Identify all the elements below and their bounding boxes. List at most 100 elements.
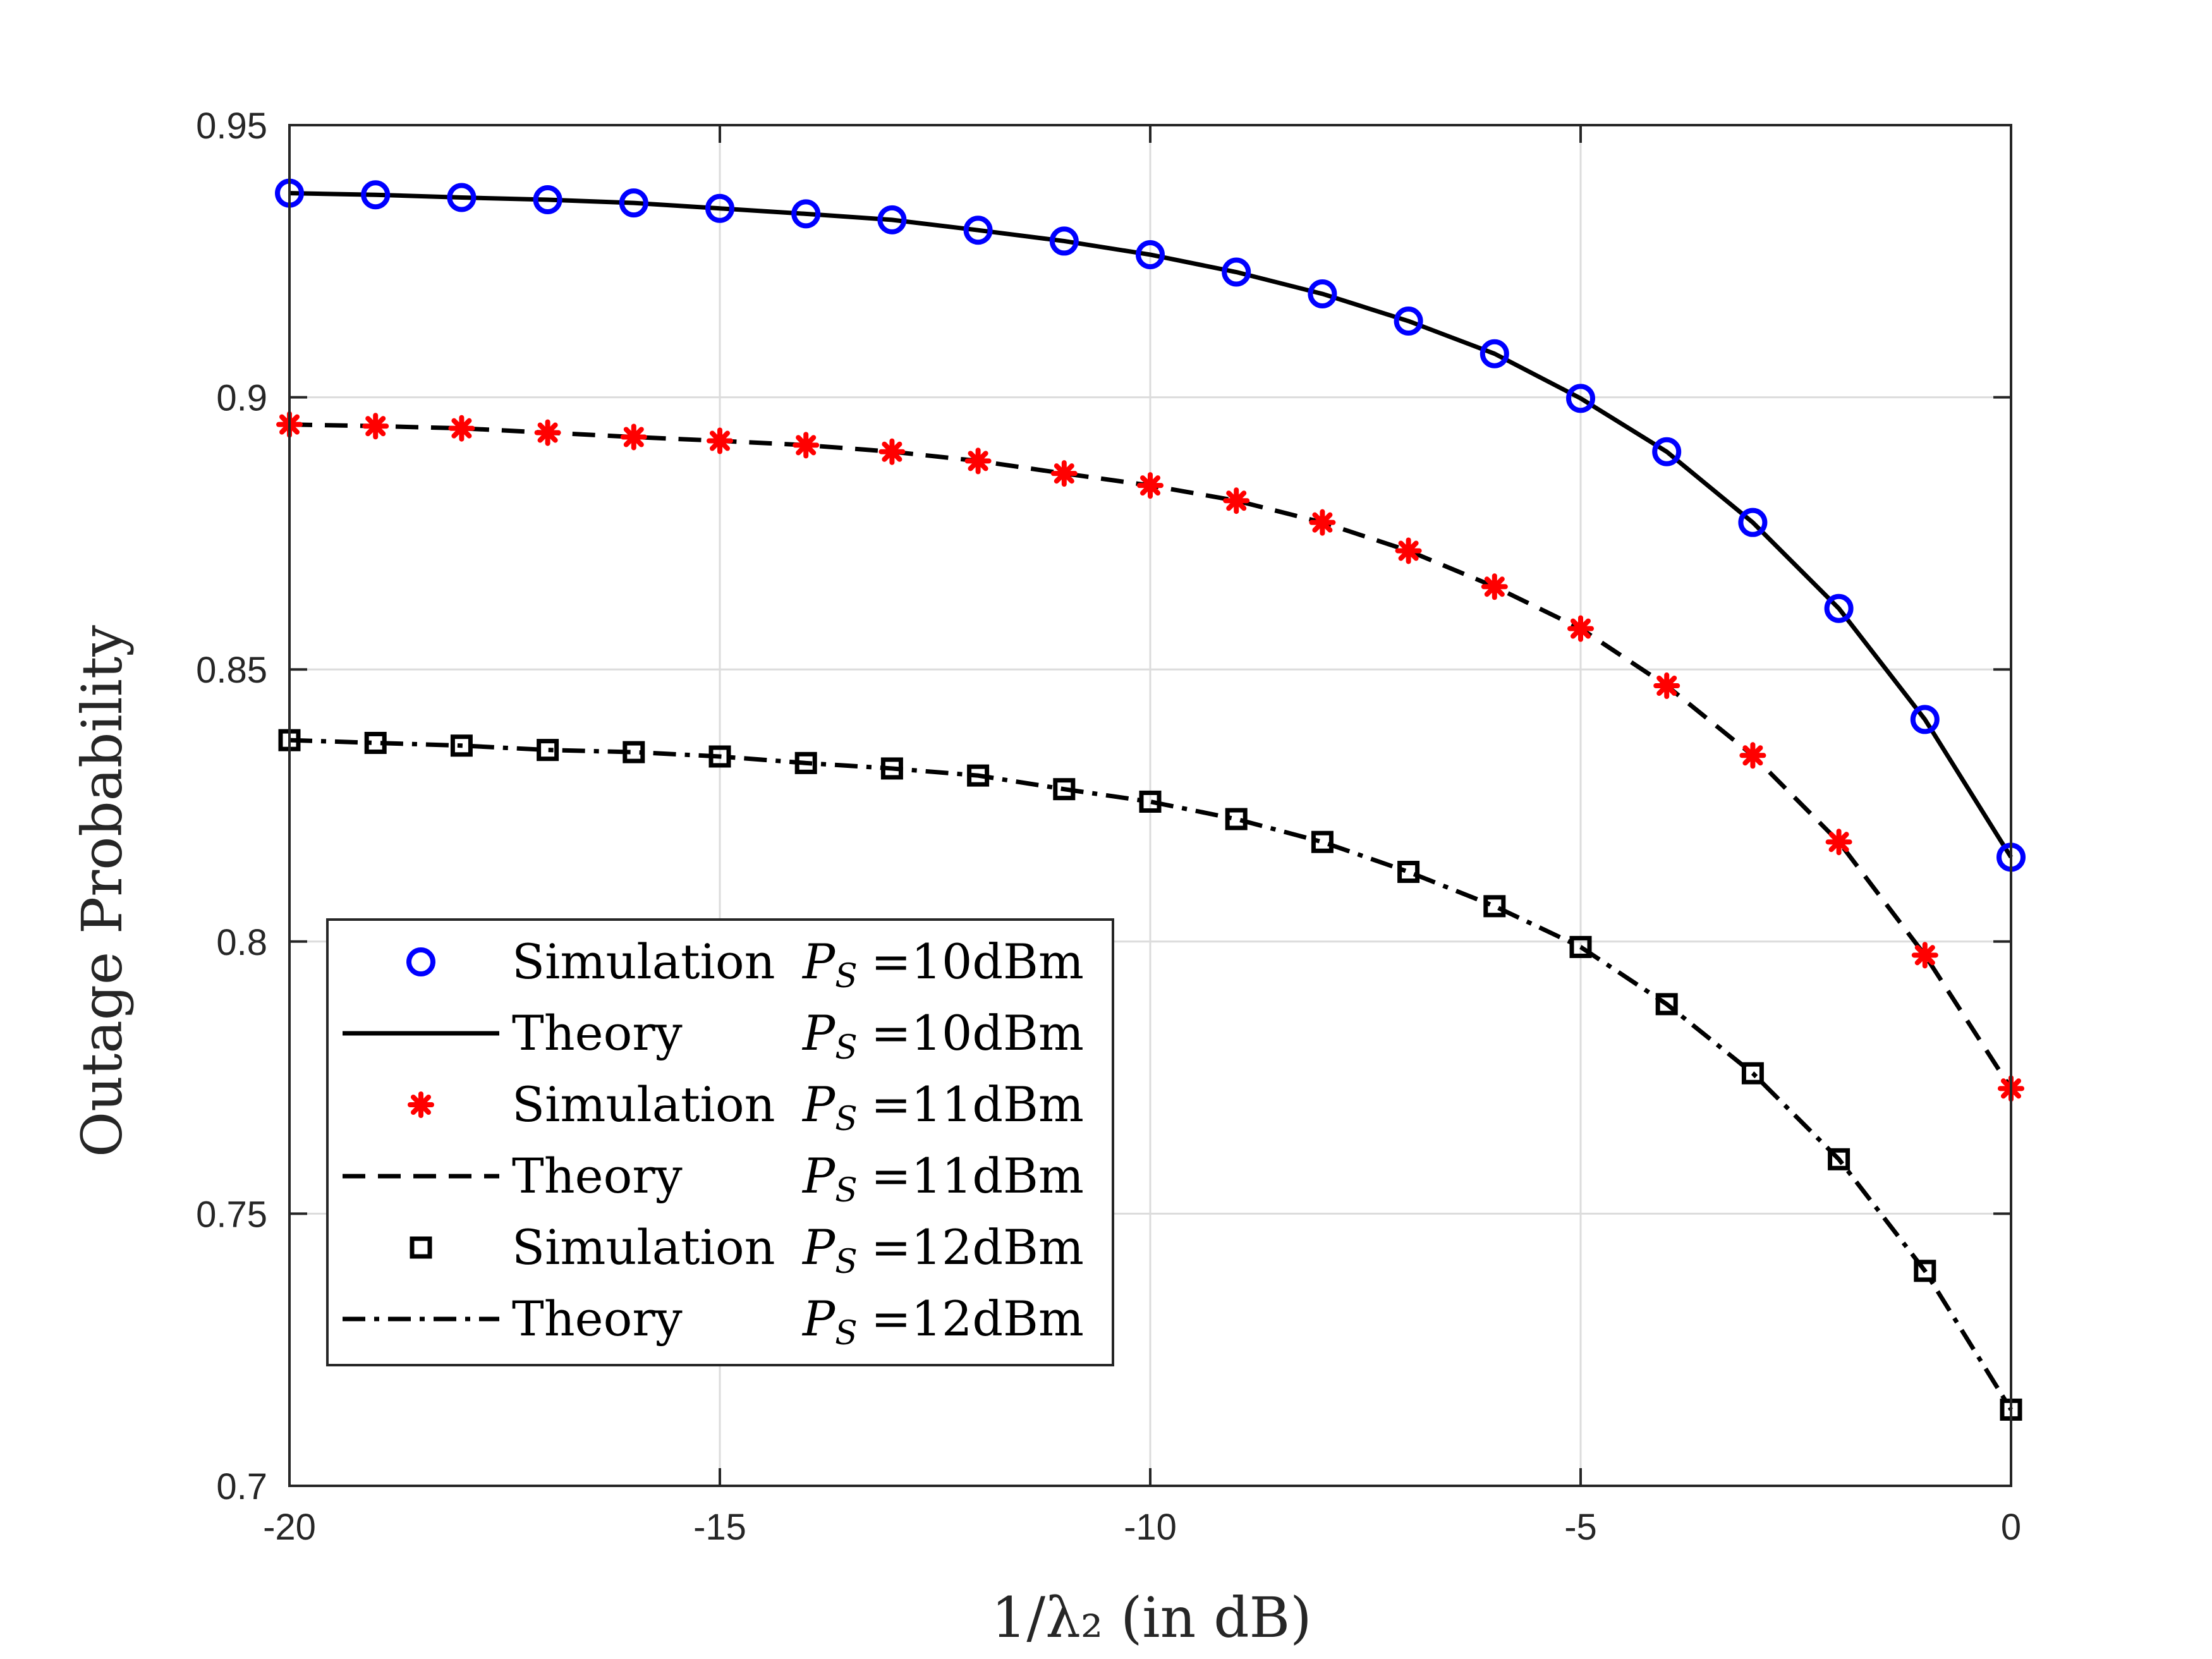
data-point-s0 <box>877 205 907 234</box>
data-point-s2 <box>362 413 389 440</box>
legend-ps-symbol: PS <box>801 1291 858 1352</box>
legend-value: =11dBm <box>871 1076 1084 1133</box>
x-tick-label: -5 <box>1564 1507 1597 1548</box>
tick-labels: -20 -15 -10 -5 0 0.7 0.75 0.8 0.85 0.9 0.95 <box>196 106 2021 1548</box>
series-markers <box>275 178 2026 1421</box>
legend-label: Theory <box>512 1291 683 1347</box>
legend-marker-sample <box>408 1091 434 1118</box>
data-point-s4 <box>1828 1148 1850 1170</box>
data-point-s0 <box>1566 384 1595 413</box>
legend-entry: Theory PS =10dBm <box>343 1005 1084 1067</box>
data-point-s2 <box>793 432 820 459</box>
data-point-s0 <box>1049 226 1079 256</box>
data-point-s4 <box>708 745 731 768</box>
data-point-s4 <box>1914 1260 1936 1282</box>
y-tick-label: 0.95 <box>196 106 267 147</box>
data-point-s4 <box>880 757 903 780</box>
data-point-s4 <box>1053 778 1076 801</box>
data-point-s2 <box>1223 487 1250 514</box>
y-tick-label: 0.75 <box>196 1194 267 1235</box>
data-point-s4 <box>794 751 817 774</box>
data-point-s0 <box>1738 507 1768 537</box>
legend-value: =12dBm <box>871 1291 1084 1347</box>
legend-entry: Simulation PS =10dBm <box>406 933 1084 995</box>
x-tick-label: -15 <box>693 1507 746 1548</box>
y-axis-title: Outage Probability <box>70 625 135 1157</box>
data-point-s0 <box>1480 339 1509 368</box>
data-point-s0 <box>1910 705 1940 734</box>
data-point-s2 <box>1825 829 1852 856</box>
data-point-s4 <box>1569 935 1592 958</box>
data-point-s4 <box>1139 790 1162 813</box>
x-tick-label: 0 <box>2001 1507 2021 1548</box>
data-point-s0 <box>619 188 648 218</box>
data-point-s4 <box>364 731 387 754</box>
data-point-s4 <box>623 741 645 763</box>
data-point-s0 <box>1394 307 1423 336</box>
data-point-s4 <box>1311 830 1334 853</box>
legend-label: Simulation <box>512 933 775 990</box>
data-point-s2 <box>1911 942 1938 969</box>
series-line-5 <box>289 738 2013 1411</box>
data-point-s0 <box>1136 240 1165 269</box>
data-point-s2 <box>1395 537 1422 564</box>
legend-value: =12dBm <box>871 1219 1084 1275</box>
legend-label: Theory <box>512 1005 683 1061</box>
legend-ps-symbol: PS <box>801 1219 858 1281</box>
data-point-s2 <box>1567 615 1594 642</box>
legend-entry: Theory PS =11dBm <box>343 1148 1084 1210</box>
legend-marker-sample <box>406 947 435 976</box>
x-axis-title: 1/λ₂ (in dB) <box>991 1585 1311 1650</box>
legend-label: Theory <box>512 1148 683 1204</box>
legend-entry: Simulation PS =11dBm <box>408 1076 1084 1138</box>
series-line-1 <box>289 191 2013 859</box>
legend-ps-symbol: PS <box>801 1005 858 1067</box>
data-point-s0 <box>1308 279 1337 308</box>
data-point-s2 <box>1137 472 1164 499</box>
legend-ps-symbol: PS <box>801 933 858 995</box>
data-point-s2 <box>707 427 733 454</box>
y-tick-label: 0.85 <box>196 650 267 691</box>
data-point-s0 <box>1652 437 1682 466</box>
data-point-s2 <box>1481 573 1508 600</box>
data-point-s4 <box>1225 808 1248 830</box>
data-point-s2 <box>1050 460 1078 487</box>
data-point-s2 <box>878 438 906 465</box>
data-point-s0 <box>705 193 734 223</box>
data-point-s4 <box>1397 861 1420 884</box>
data-point-s2 <box>620 423 647 451</box>
data-point-s2 <box>1653 672 1680 700</box>
data-point-s2 <box>964 447 992 475</box>
data-point-s2 <box>1739 742 1766 769</box>
legend-box <box>326 918 1114 1366</box>
data-point-s0 <box>1824 593 1854 623</box>
y-tick-label: 0.7 <box>216 1466 267 1507</box>
data-point-s0 <box>533 185 562 214</box>
data-point-s2 <box>448 415 475 442</box>
data-point-s2 <box>534 419 561 446</box>
y-tick-label: 0.8 <box>216 922 267 963</box>
legend-marker-sample <box>410 1236 432 1259</box>
data-point-s0 <box>791 199 821 229</box>
y-tick-label: 0.9 <box>216 378 267 419</box>
legend-ps-symbol: PS <box>801 1076 858 1138</box>
data-point-s4 <box>1741 1062 1764 1085</box>
legend-value: =10dBm <box>871 1005 1084 1061</box>
legend-ps-symbol: PS <box>801 1148 858 1210</box>
legend-label: Simulation <box>512 1219 775 1275</box>
data-point-s0 <box>963 216 993 245</box>
data-point-s0 <box>361 180 391 210</box>
data-point-s0 <box>1222 257 1251 287</box>
legend-entry: Simulation PS =12dBm <box>410 1219 1084 1281</box>
data-point-s2 <box>1309 509 1336 536</box>
legend-value: =10dBm <box>871 933 1084 990</box>
legend-entry: Theory PS =12dBm <box>343 1291 1084 1352</box>
x-tick-label: -10 <box>1124 1507 1177 1548</box>
x-tick-label: -20 <box>263 1507 316 1548</box>
data-point-s0 <box>447 183 477 212</box>
legend-label: Simulation <box>512 1076 775 1133</box>
data-point-s4 <box>1483 895 1506 918</box>
